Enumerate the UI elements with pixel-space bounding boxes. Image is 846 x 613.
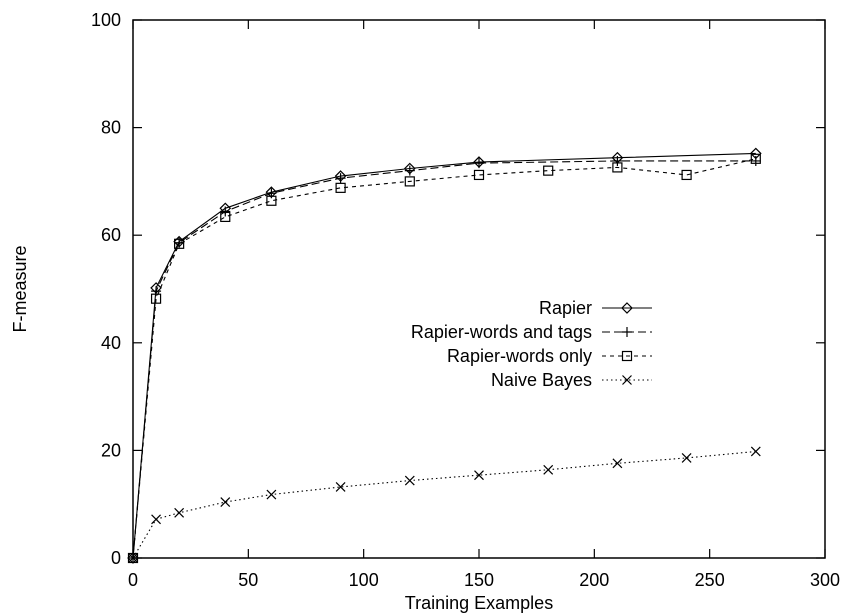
data-point <box>404 475 415 486</box>
data-point <box>335 482 346 492</box>
data-point <box>612 162 623 173</box>
y-axis-title: F-measure <box>10 245 30 332</box>
legend-marker <box>621 302 633 314</box>
axis-ticks <box>132 19 826 559</box>
data-point <box>127 552 139 564</box>
y-tick-label: 60 <box>101 225 121 245</box>
y-axis-tick-labels: 0 20 40 60 80 100 <box>91 10 121 568</box>
data-point <box>335 173 346 184</box>
data-point <box>474 470 484 481</box>
data-point <box>750 446 761 457</box>
x-axis-tick-labels: 0 50 100 150 200 250 300 <box>128 570 840 590</box>
legend-label: Rapier-words only <box>447 346 592 366</box>
legend-marker <box>622 327 632 337</box>
x-tick-label: 300 <box>810 570 840 590</box>
data-point <box>266 489 277 500</box>
data-point <box>266 195 277 206</box>
x-axis-title: Training Examples <box>405 593 553 613</box>
legend-label: Naive Bayes <box>491 370 592 390</box>
data-point <box>750 155 761 166</box>
legend-label: Rapier <box>539 298 592 318</box>
x-tick-label: 50 <box>238 570 258 590</box>
legend-entry: Naive Bayes <box>491 370 592 390</box>
x-tick-label: 0 <box>128 570 138 590</box>
data-point <box>128 553 138 563</box>
x-tick-label: 100 <box>349 570 379 590</box>
series-layer <box>127 147 762 564</box>
data-point <box>174 507 185 518</box>
legend-entry: Rapier <box>539 298 592 318</box>
data-point <box>612 458 623 469</box>
data-point <box>473 169 485 181</box>
legend-marker <box>621 350 633 362</box>
legend-samples <box>602 302 652 385</box>
data-point <box>543 464 554 475</box>
data-point <box>174 238 185 249</box>
data-point <box>404 165 415 176</box>
series-line <box>132 160 756 559</box>
y-tick-label: 40 <box>101 333 121 353</box>
series-rapier-words-only <box>127 153 761 564</box>
data-point <box>335 182 346 193</box>
x-tick-label: 150 <box>464 570 494 590</box>
y-tick-label: 100 <box>91 10 121 30</box>
data-point <box>543 165 554 176</box>
y-tick-label: 0 <box>111 548 121 568</box>
data-point <box>151 514 161 525</box>
y-tick-label: 20 <box>101 440 121 460</box>
legend-entry: Rapier-words and tags <box>411 322 592 342</box>
data-point <box>681 453 692 463</box>
data-point <box>404 176 415 187</box>
plot-frame <box>132 19 826 559</box>
data-point <box>681 169 692 181</box>
legend: Rapier Rapier-words and tags Rapier-word… <box>411 298 652 390</box>
x-tick-label: 250 <box>695 570 725 590</box>
data-point <box>220 211 231 223</box>
series-line <box>132 152 756 559</box>
data-point <box>612 155 623 166</box>
series-naive-bayes <box>128 446 761 563</box>
series-line <box>132 158 756 559</box>
legend-label: Rapier-words and tags <box>411 322 592 342</box>
legend-marker <box>622 375 632 385</box>
data-point <box>150 293 162 304</box>
series-line <box>132 450 756 559</box>
data-point <box>220 206 231 217</box>
data-point <box>220 497 231 507</box>
data-point <box>474 158 484 169</box>
legend-entry: Rapier-words only <box>447 346 592 366</box>
plot-area <box>127 19 826 564</box>
data-point <box>750 153 761 164</box>
series-rapier <box>127 147 762 564</box>
x-tick-label: 200 <box>579 570 609 590</box>
series-rapier-words-and-tags <box>128 155 761 563</box>
y-tick-label: 80 <box>101 118 121 138</box>
